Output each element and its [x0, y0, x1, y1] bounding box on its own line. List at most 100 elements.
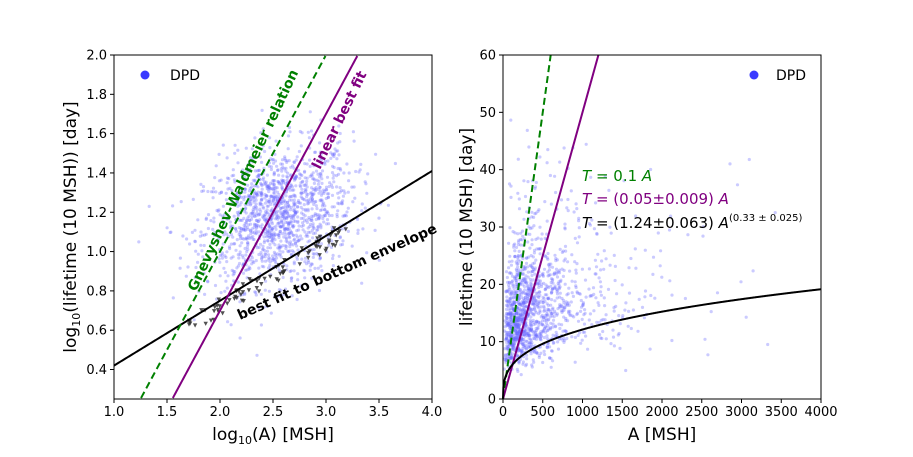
left-scatter-point [272, 182, 276, 186]
right-scatter-point [565, 303, 569, 307]
right-scatter-point [563, 306, 567, 310]
left-scatter-point [211, 196, 215, 200]
left-scatter-point [292, 250, 296, 254]
right-scatter-point [510, 355, 514, 359]
left-scatter-point [289, 165, 293, 169]
left-scatter-point [206, 279, 210, 283]
right-scatter-point [575, 291, 580, 295]
right-scatter-point [626, 324, 630, 328]
right-scatter-point [527, 287, 532, 291]
right-scatter-point [564, 318, 568, 322]
right-scatter-point [543, 299, 547, 303]
left-scatter-point [272, 225, 276, 229]
left-scatter-point [300, 196, 304, 200]
right-scatter-point [541, 300, 545, 304]
left-scatter-point [242, 223, 246, 228]
left-scatter-point [265, 187, 269, 191]
left-scatter-point [260, 202, 264, 207]
right-scatter-point [599, 336, 603, 340]
right-scatter-point [518, 288, 522, 292]
right-scatter-point [629, 256, 633, 261]
left-scatter-point [299, 284, 303, 288]
left-scatter-point [350, 185, 354, 189]
left-scatter-point [320, 177, 324, 181]
right-scatter-point [627, 309, 631, 313]
left-scatter-point [239, 218, 243, 222]
left-scatter-point [250, 211, 254, 215]
left-scatter-point [352, 185, 356, 189]
right-scatter-point [510, 304, 514, 308]
left-scatter-point [293, 212, 298, 216]
right-scatter-point [530, 273, 534, 278]
right-scatter-point [588, 223, 593, 227]
right-scatter-point [511, 292, 515, 296]
right-scatter-point [539, 338, 543, 342]
right-scatter-point [534, 333, 539, 337]
left-scatter-point [297, 201, 301, 205]
right-scatter-point [505, 344, 509, 348]
left-scatter-point [283, 158, 287, 162]
left-scatter-point [342, 214, 347, 218]
right-scatter-point [556, 340, 560, 344]
right-scatter-point [611, 328, 615, 332]
right-scatter-point [517, 330, 521, 334]
right-scatter-point [547, 317, 551, 321]
left-scatter-point [229, 242, 233, 246]
right-scatter-point [538, 336, 543, 340]
right-scatter-point [517, 359, 521, 363]
right-scatter-point [516, 240, 521, 244]
right-scatter-point [544, 286, 548, 290]
left-scatter-point [304, 209, 308, 213]
right-scatter-point [653, 296, 657, 300]
left-scatter-point [279, 245, 283, 249]
right-scatter-point [598, 333, 602, 337]
left-scatter-point [308, 158, 312, 162]
right-scatter-point [509, 313, 513, 317]
left-scatter-point [283, 157, 287, 161]
left-x-axis-label: log10(A) [MSH] [212, 425, 334, 447]
right-scatter-point [512, 341, 516, 345]
left-scatter-point [263, 288, 267, 292]
right-scatter-point [575, 290, 579, 294]
right-scatter-point [516, 322, 520, 326]
left-scatter-point [244, 236, 248, 240]
left-scatter-point [245, 218, 249, 222]
right-scatter-point [555, 313, 559, 317]
left-scatter-point [262, 265, 266, 269]
left-scatter-point [178, 256, 182, 260]
right-scatter-point [532, 360, 536, 364]
right-scatter-point [522, 344, 527, 348]
left-scatter-point [338, 131, 342, 136]
left-scatter-point [276, 222, 280, 226]
left-fit-line [171, 55, 359, 399]
right-scatter-point [592, 309, 596, 313]
right-scatter-point [511, 338, 516, 342]
right-scatter-point [561, 274, 566, 278]
left-scatter-point [337, 196, 341, 200]
right-scatter-point [517, 197, 521, 201]
left-scatter-point [325, 218, 330, 222]
left-scatter-point [261, 127, 265, 131]
left-scatter-point [326, 195, 330, 200]
left-scatter-point [313, 231, 317, 235]
left-scatter-point [303, 256, 308, 260]
left-scatter-point [248, 194, 252, 198]
left-scatter-point [267, 189, 271, 194]
right-scatter-point [517, 293, 522, 297]
left-scatter-point [292, 262, 296, 266]
right-scatter-point [513, 312, 517, 316]
right-scatter-point [518, 316, 522, 320]
left-scatter-point [258, 207, 262, 211]
left-scatter-point [257, 230, 261, 234]
left-scatter-point [290, 194, 294, 198]
right-scatter-point [536, 303, 540, 307]
right-scatter-point [569, 300, 573, 304]
right-scatter-point [514, 338, 519, 342]
right-scatter-point [643, 295, 647, 299]
left-scatter-point [199, 243, 203, 247]
left-scatter-point [252, 222, 256, 226]
left-scatter-point [281, 210, 285, 214]
left-scatter-point [258, 203, 262, 207]
left-scatter-point [306, 259, 310, 263]
right-scatter-point [533, 304, 537, 308]
